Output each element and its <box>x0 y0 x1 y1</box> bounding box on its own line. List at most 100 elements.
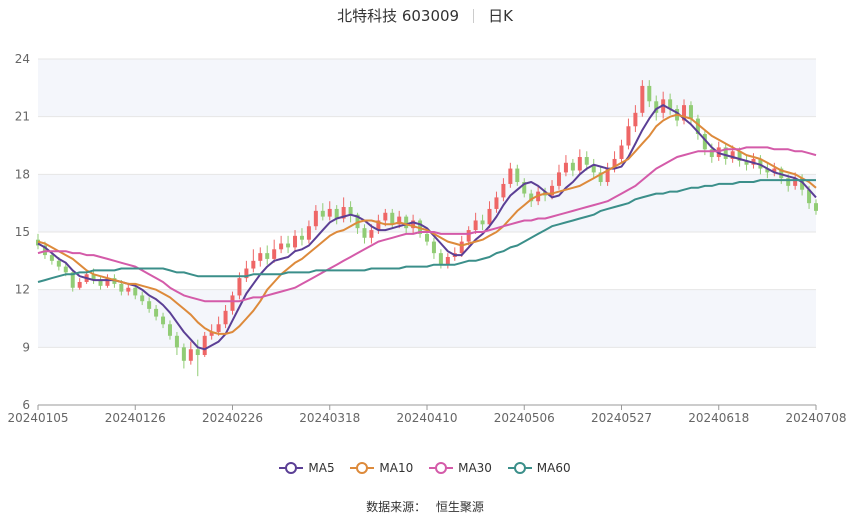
candle-down <box>668 99 673 109</box>
candle-up <box>258 253 263 261</box>
x-tick-label: 20240708 <box>785 411 846 425</box>
ma30-line <box>37 146 817 303</box>
x-tick-label: 20240105 <box>7 411 68 425</box>
candle-up <box>556 172 561 186</box>
candle-down <box>765 168 770 173</box>
legend-item-ma5[interactable]: MA5 <box>279 461 335 475</box>
candle-up <box>640 85 645 113</box>
candle-down <box>515 168 520 183</box>
candle-down <box>348 207 353 215</box>
candle-down <box>181 347 186 361</box>
candle-down <box>647 85 652 102</box>
x-tick-label: 20240527 <box>591 411 652 425</box>
y-tick-label: 18 <box>15 167 30 181</box>
legend-item-ma10[interactable]: MA10 <box>350 461 413 475</box>
candle-down <box>807 189 812 204</box>
candle-down <box>299 235 304 240</box>
candle-down <box>98 280 103 286</box>
candle-up <box>626 126 631 146</box>
candle-up <box>272 249 277 259</box>
candle-up <box>105 278 110 286</box>
candle-down <box>709 149 714 158</box>
ma10-line <box>37 113 817 335</box>
candle-down <box>286 243 291 248</box>
candle-up <box>508 168 513 184</box>
y-tick-label: 21 <box>15 110 30 124</box>
candle-up <box>202 335 207 356</box>
candle-up <box>577 157 582 171</box>
candle-down <box>167 324 172 336</box>
candle-down <box>195 349 200 356</box>
candle-down <box>404 216 409 229</box>
y-tick-label: 6 <box>22 398 30 412</box>
candle-down <box>147 301 152 309</box>
candle-up <box>376 220 381 231</box>
candle-up <box>445 256 450 265</box>
candle-down <box>570 162 575 171</box>
x-tick-label: 20240126 <box>105 411 166 425</box>
legend-label-ma10: MA10 <box>379 461 414 475</box>
candle-down <box>814 203 818 211</box>
ma30-legend-icon <box>429 462 454 474</box>
grid-band <box>38 289 816 348</box>
legend-item-ma30[interactable]: MA30 <box>429 461 492 475</box>
candle-down <box>63 266 68 273</box>
candle-down <box>702 133 707 150</box>
candle-down <box>390 212 395 225</box>
candle-up <box>397 216 402 225</box>
ma5-line <box>37 104 817 351</box>
candle-up <box>501 183 506 198</box>
grid-band <box>38 174 816 232</box>
candle-up <box>244 268 249 279</box>
candle-down <box>695 118 700 134</box>
legend: MA5 MA10 MA30 MA60 <box>0 458 850 475</box>
ma10-legend-icon <box>350 462 375 474</box>
period-label: 日K <box>488 7 513 25</box>
candle-up <box>793 178 798 186</box>
candle-up <box>473 220 478 231</box>
candle-down <box>688 105 693 119</box>
x-tick-label: 20240410 <box>396 411 457 425</box>
candle-up <box>237 278 242 296</box>
source-name: 恒生聚源 <box>435 500 484 514</box>
candle-up <box>306 226 311 240</box>
candle-down <box>431 241 436 254</box>
candle-down <box>529 193 534 202</box>
candle-up <box>126 287 131 292</box>
candle-up <box>772 168 777 173</box>
candle-down <box>140 295 145 302</box>
y-tick-label: 15 <box>15 225 30 239</box>
candle-up <box>279 243 284 250</box>
x-tick-label: 20240226 <box>202 411 263 425</box>
stock-title: 北特科技 603009 <box>337 7 460 25</box>
candle-down <box>70 272 75 288</box>
candle-down <box>737 151 742 161</box>
candle-down <box>654 101 659 113</box>
candle-up <box>633 112 638 127</box>
x-tick-label: 20240506 <box>494 411 555 425</box>
candle-up <box>293 235 298 248</box>
candle-down <box>522 182 527 194</box>
legend-label-ma5: MA5 <box>308 461 335 475</box>
legend-item-ma60[interactable]: MA60 <box>507 461 571 475</box>
candle-up <box>605 168 610 183</box>
candle-down <box>800 178 805 190</box>
candle-up <box>77 281 82 288</box>
ma5-legend-icon <box>279 462 304 474</box>
candle-down <box>480 220 485 225</box>
candle-up <box>341 207 346 219</box>
chart-header: 北特科技 603009 日K <box>0 5 850 26</box>
candle-down <box>598 172 603 183</box>
candle-down <box>744 160 749 165</box>
candle-down <box>174 335 179 348</box>
candle-up <box>223 310 228 325</box>
candle-up <box>563 162 568 173</box>
candle-down <box>133 287 138 296</box>
candle-down <box>584 157 589 165</box>
candle-up <box>188 349 193 361</box>
candle-down <box>49 255 54 261</box>
candle-down <box>334 208 339 219</box>
candle-down <box>265 253 270 259</box>
candle-up <box>369 230 374 238</box>
x-tick-label: 20240318 <box>299 411 360 425</box>
